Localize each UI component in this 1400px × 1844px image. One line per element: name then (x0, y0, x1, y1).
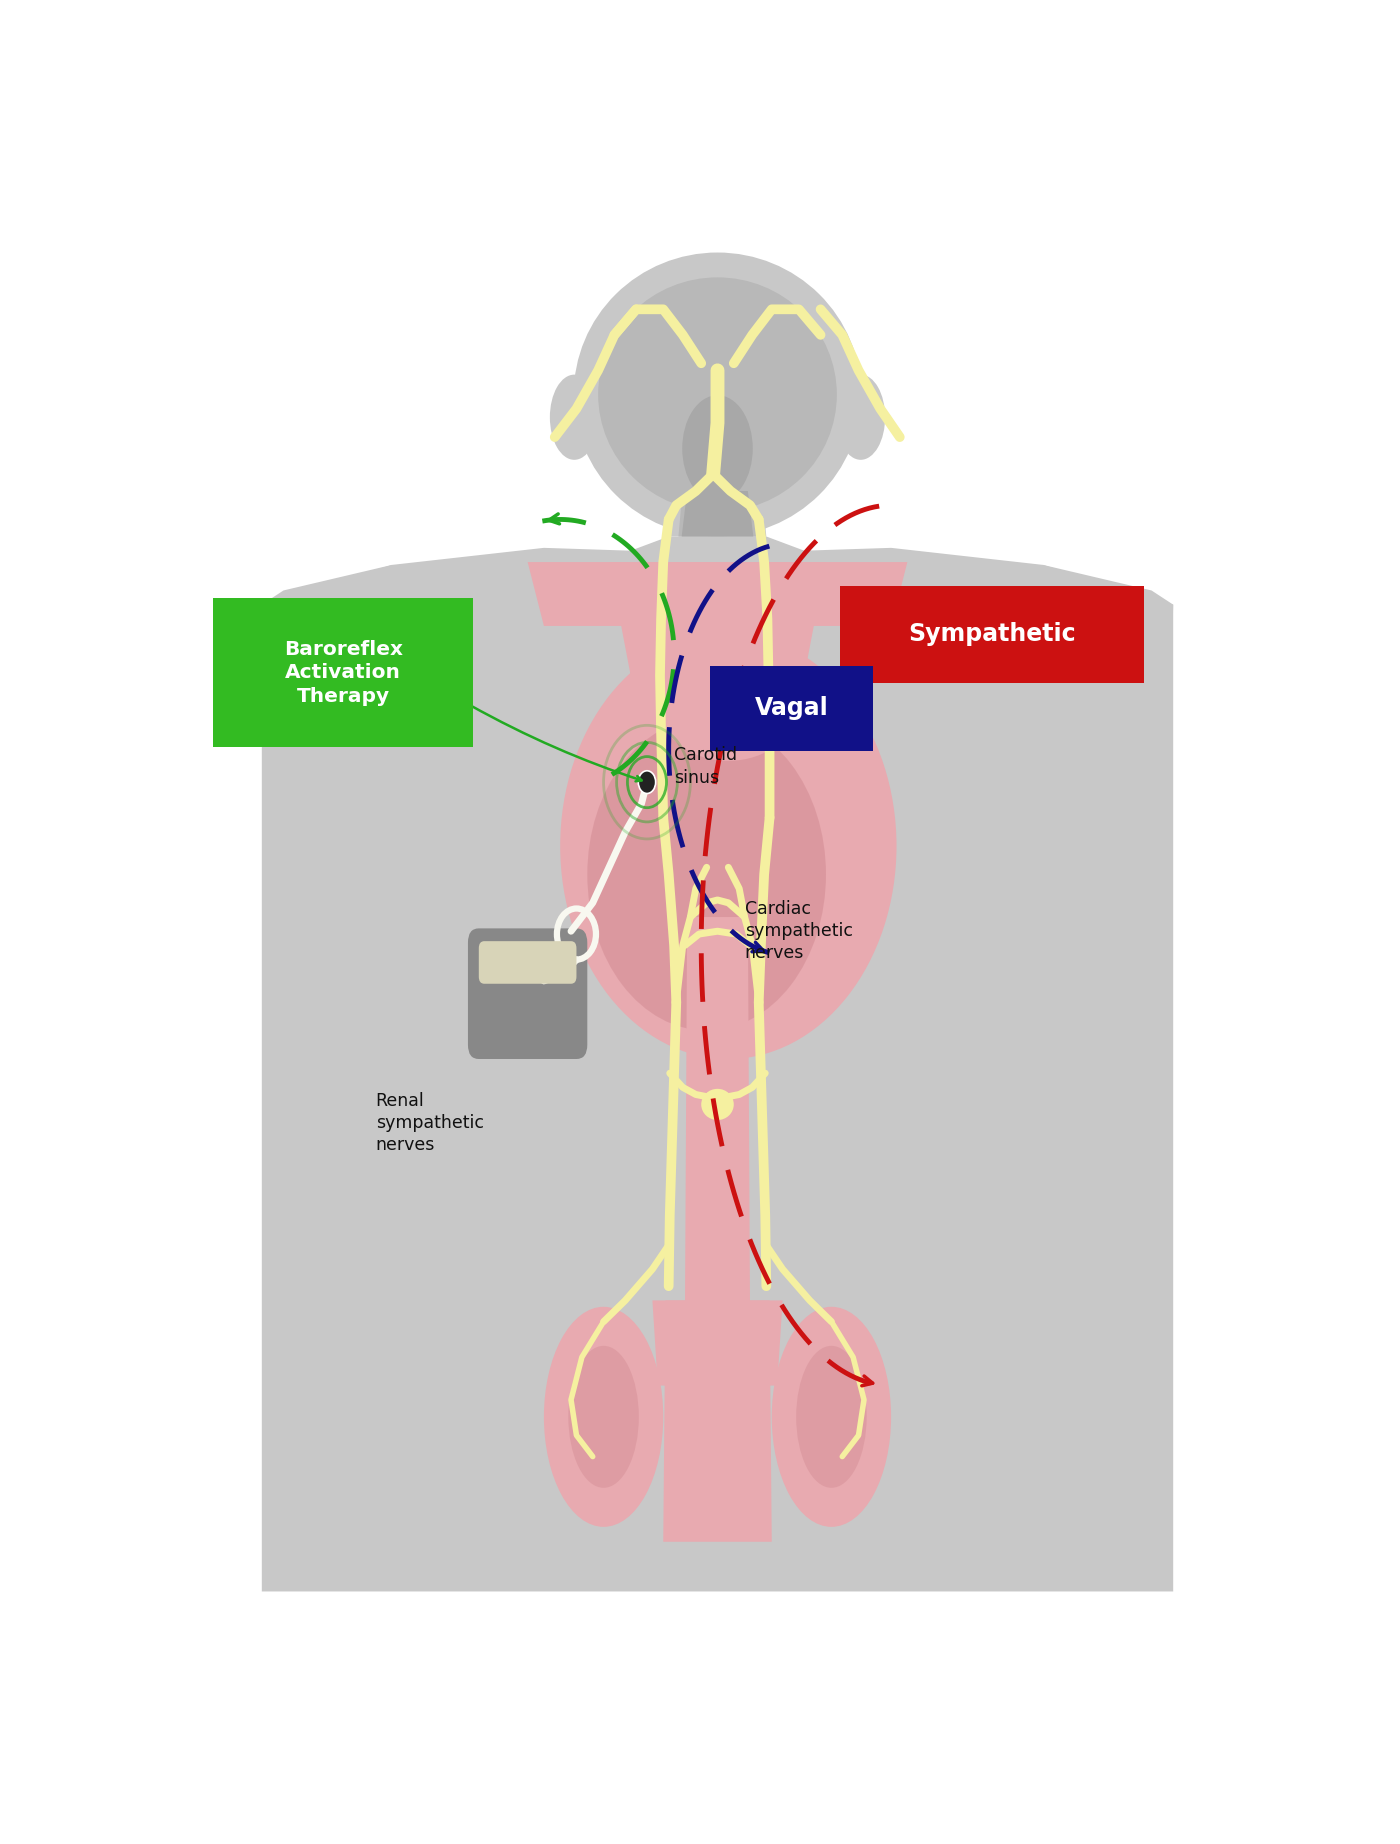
Ellipse shape (797, 1346, 867, 1488)
Ellipse shape (545, 1307, 664, 1527)
Polygon shape (682, 491, 753, 537)
Text: Renal
sympathetic
nerves: Renal sympathetic nerves (375, 1092, 484, 1154)
FancyBboxPatch shape (213, 597, 473, 747)
Text: Carotid
sinus: Carotid sinus (675, 747, 738, 787)
Circle shape (638, 771, 655, 793)
FancyBboxPatch shape (840, 586, 1144, 682)
Ellipse shape (598, 277, 837, 511)
FancyBboxPatch shape (468, 928, 588, 1058)
Polygon shape (652, 1300, 728, 1385)
FancyBboxPatch shape (710, 666, 872, 751)
Polygon shape (262, 564, 409, 1223)
Text: Sympathetic: Sympathetic (909, 623, 1075, 647)
Polygon shape (609, 562, 826, 675)
Ellipse shape (658, 647, 799, 762)
Ellipse shape (701, 1088, 734, 1119)
Polygon shape (528, 562, 907, 625)
Ellipse shape (588, 717, 826, 1031)
Ellipse shape (560, 632, 896, 1058)
Ellipse shape (836, 374, 885, 459)
Polygon shape (679, 489, 756, 537)
Ellipse shape (682, 395, 753, 502)
Polygon shape (707, 1300, 783, 1385)
Text: Cardiac
sympathetic
nerves: Cardiac sympathetic nerves (745, 900, 853, 963)
Ellipse shape (771, 1307, 890, 1527)
FancyBboxPatch shape (479, 940, 577, 983)
Polygon shape (685, 916, 750, 1315)
Text: Baroreflex
Activation
Therapy: Baroreflex Activation Therapy (284, 640, 403, 706)
Text: Vagal: Vagal (755, 697, 829, 721)
Polygon shape (669, 478, 766, 537)
Ellipse shape (574, 253, 861, 537)
Polygon shape (1026, 564, 1173, 1223)
Ellipse shape (568, 1346, 638, 1488)
Ellipse shape (550, 374, 599, 459)
Polygon shape (664, 1300, 771, 1542)
Polygon shape (262, 537, 1173, 1591)
